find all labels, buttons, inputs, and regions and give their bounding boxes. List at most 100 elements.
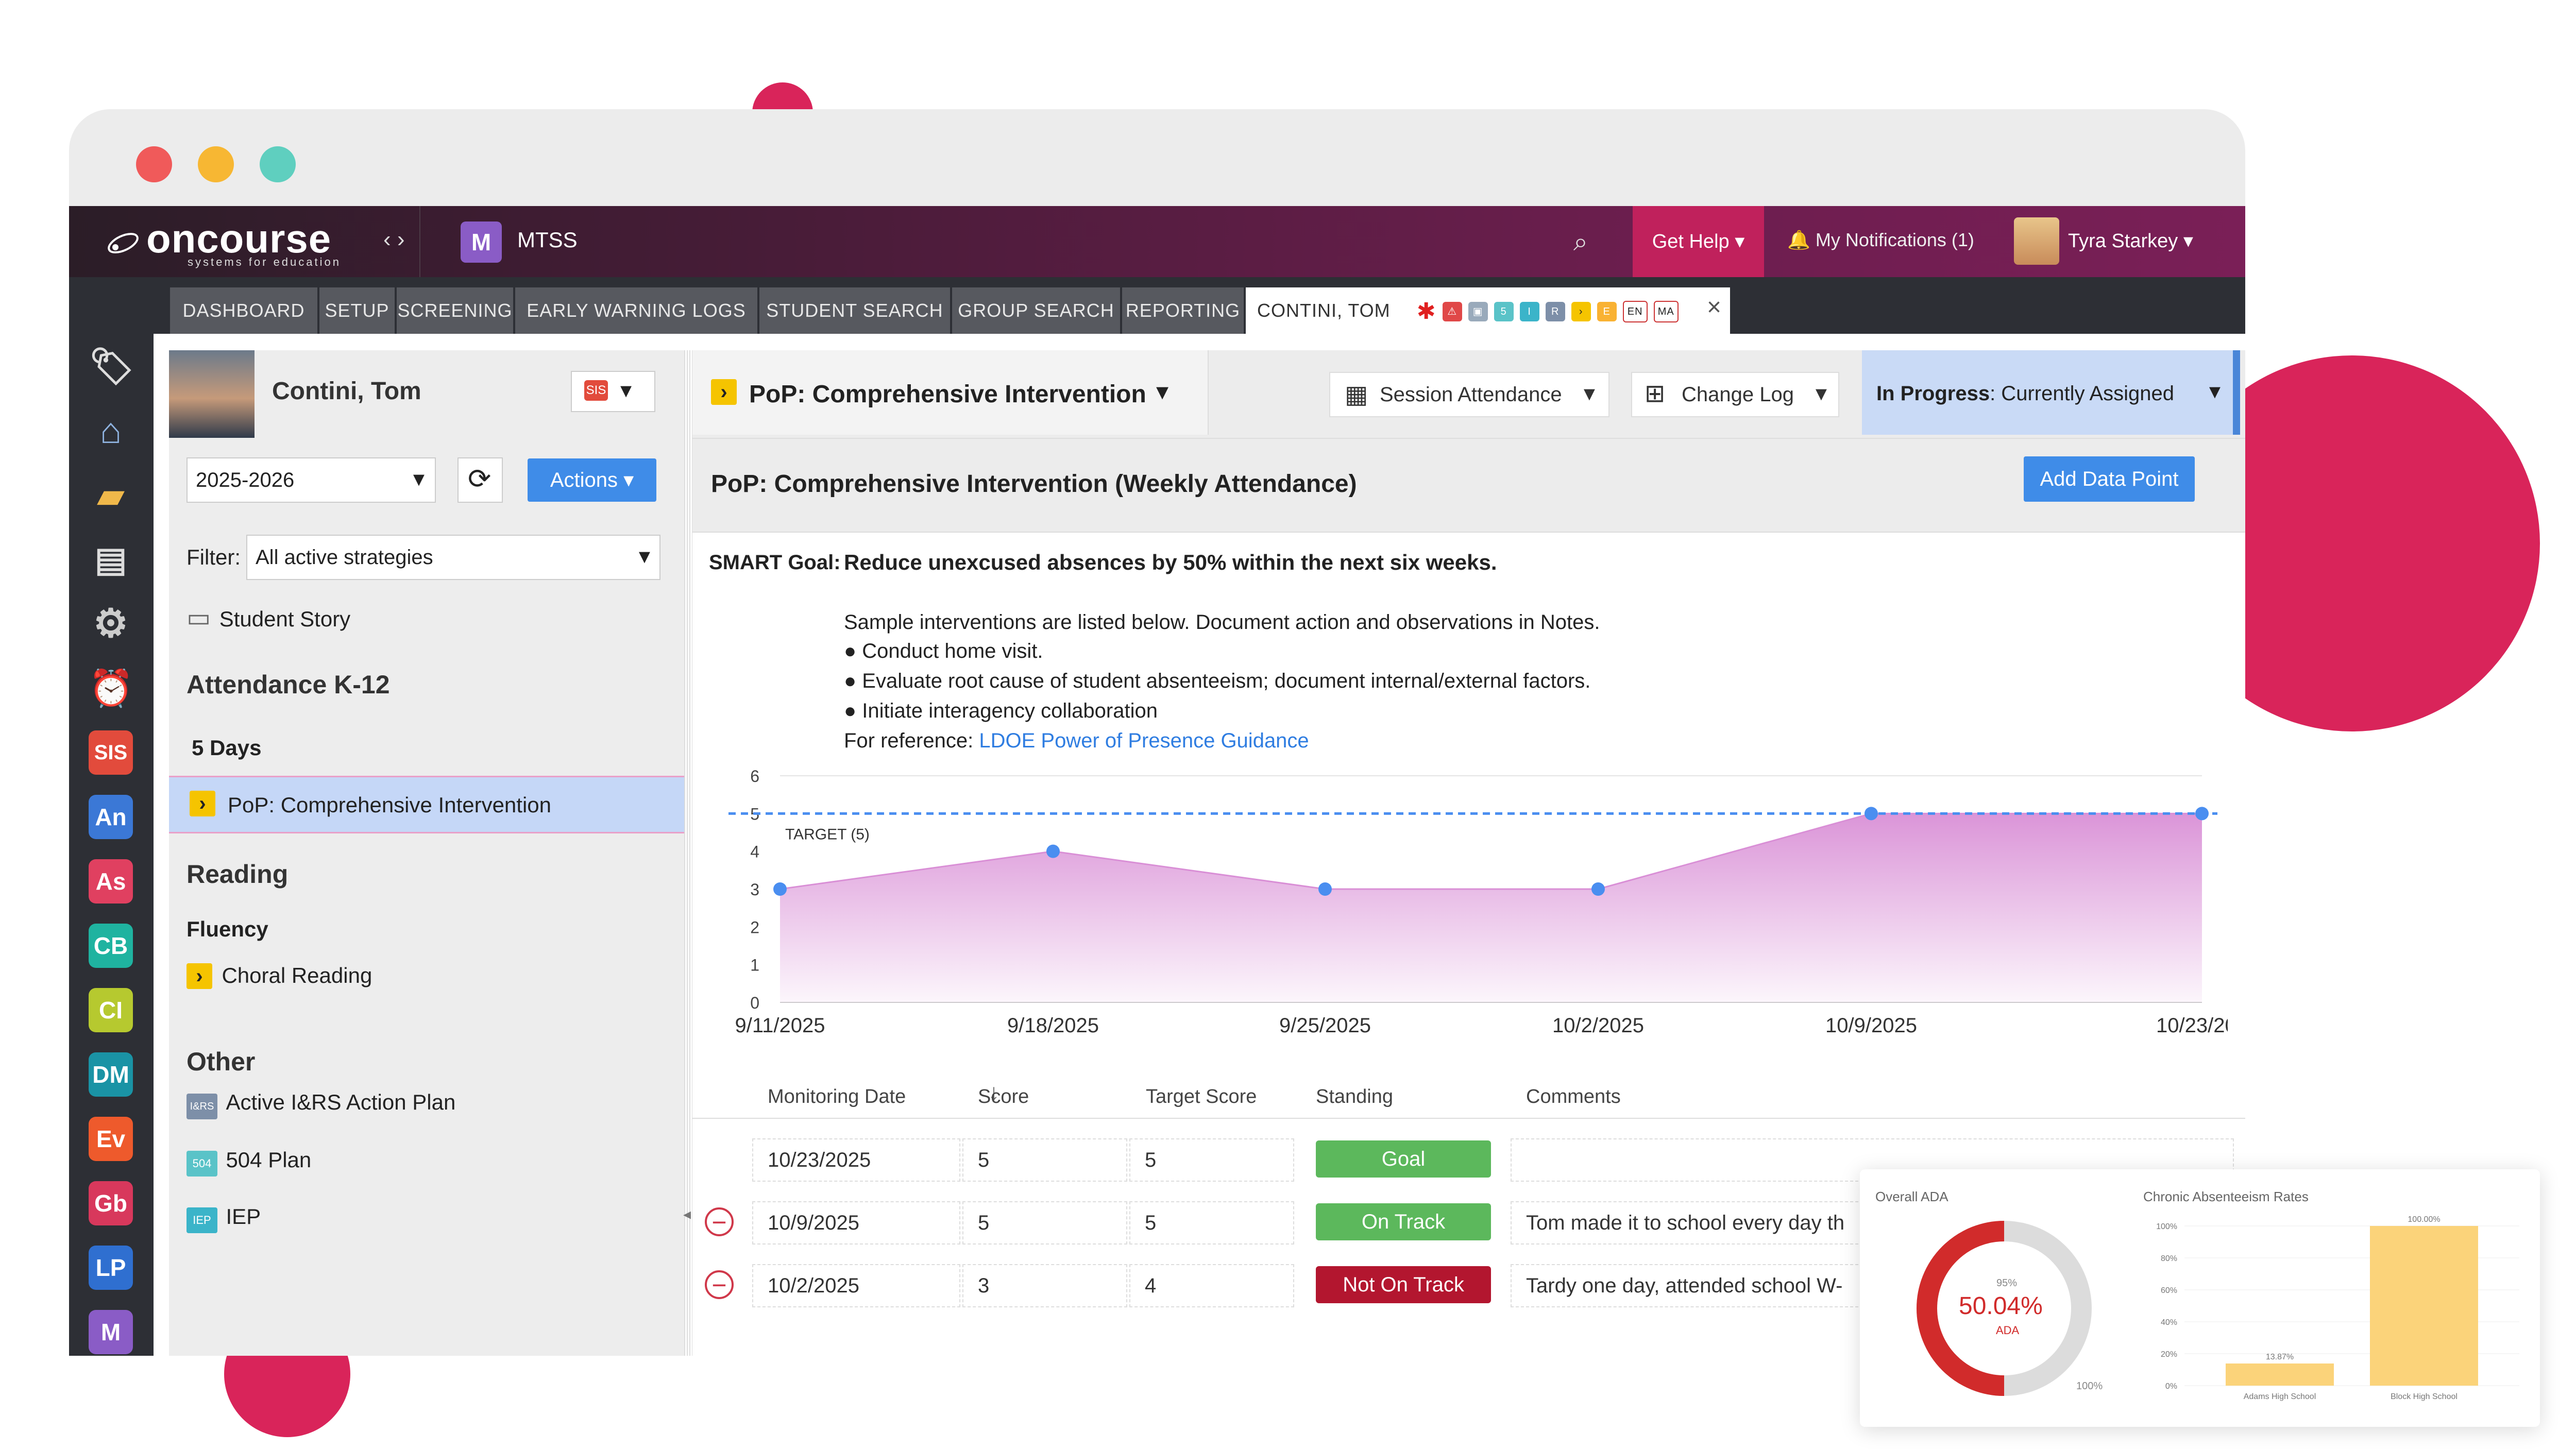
warning-icon: ⚠ xyxy=(1442,302,1462,322)
sort-down-icon[interactable]: ↓ xyxy=(988,1080,999,1105)
gb-app-icon[interactable]: Gb xyxy=(89,1181,133,1225)
strategy-item-pop[interactable]: › PoP: Comprehensive Intervention xyxy=(169,776,684,833)
year-select[interactable]: 2025-2026 ▾ xyxy=(187,457,436,503)
search-icon[interactable]: ⌕ xyxy=(1573,227,1588,256)
score-cell[interactable]: 5 xyxy=(962,1138,1127,1182)
filter-select[interactable]: All active strategies ▾ xyxy=(246,535,660,580)
item-iep[interactable]: IEP IEP xyxy=(187,1204,261,1233)
add-data-point-button[interactable]: Add Data Point xyxy=(2024,456,2195,502)
user-avatar[interactable] xyxy=(2014,217,2059,265)
target-cell[interactable]: 5 xyxy=(1129,1138,1294,1182)
reference-link[interactable]: LDOE Power of Presence Guidance xyxy=(979,729,1309,752)
home-icon[interactable]: ⌂ xyxy=(99,411,122,451)
attendance-chart: 0123456TARGET (5)9/11/20259/18/20259/25/… xyxy=(728,767,2228,1037)
delete-row-icon[interactable]: − xyxy=(705,1207,734,1236)
score-cell[interactable]: 3 xyxy=(962,1264,1127,1307)
student-tags: ✱ ⚠ ▣ 5 I R › E EN MA xyxy=(1416,300,1685,323)
folder-icon[interactable]: ▰ xyxy=(97,476,124,514)
intervention-bullet: ● Conduct home visit. xyxy=(844,640,1043,662)
close-dot[interactable] xyxy=(136,146,172,182)
alarm-clock-icon[interactable]: ⏰ xyxy=(89,668,134,708)
bar-school-label: Block High School xyxy=(2391,1392,2458,1401)
ew-icon: E xyxy=(1597,302,1617,322)
session-attendance-button[interactable]: ▦ Session Attendance ▾ xyxy=(1329,372,1609,417)
status-dropdown[interactable]: In Progress: Currently Assigned ▾ xyxy=(1862,350,2240,435)
en-tag: EN xyxy=(1622,301,1648,323)
y-tick-label: 6 xyxy=(750,767,759,786)
caret-down-icon: ▾ xyxy=(623,469,634,491)
col-monitoring-date[interactable]: Monitoring Date xyxy=(768,1086,906,1107)
y-tick-label: 100% xyxy=(2156,1222,2177,1231)
oncourse-logo[interactable]: oncourse systems for education xyxy=(100,215,414,268)
ev-app-icon[interactable]: Ev xyxy=(89,1117,133,1161)
notifications-label: My Notifications (1) xyxy=(1815,229,1974,250)
tab-screening[interactable]: SCREENING xyxy=(397,287,513,334)
caret-down-icon: ▾ xyxy=(620,378,632,403)
caret-down-icon: ▾ xyxy=(1583,381,1595,406)
tab-reporting[interactable]: REPORTING xyxy=(1122,287,1244,334)
student-story-link[interactable]: ▭ Student Story xyxy=(187,603,350,633)
ci-app-icon[interactable]: CI xyxy=(89,988,133,1032)
actions-button[interactable]: Actions ▾ xyxy=(528,458,656,502)
comment-value: Tom made it to school every day th xyxy=(1526,1212,1845,1234)
tab-early-warning-logs[interactable]: EARLY WARNING LOGS xyxy=(515,287,757,334)
strategy-item-choral[interactable]: › Choral Reading xyxy=(187,963,372,989)
change-log-button[interactable]: ⊞ Change Log ▾ xyxy=(1631,372,1839,417)
minimize-dot[interactable] xyxy=(198,146,234,182)
overall-ada-title: Overall ADA xyxy=(1875,1189,1948,1204)
cb-app-icon[interactable]: CB xyxy=(89,924,133,968)
dm-app-icon[interactable]: DM xyxy=(89,1052,133,1097)
data-point xyxy=(1318,882,1332,896)
tab-group-search[interactable]: GROUP SEARCH xyxy=(952,287,1120,334)
mtss-module-icon[interactable]: M xyxy=(461,221,502,263)
change-log-label: Change Log xyxy=(1682,383,1794,406)
strategy-selector[interactable]: › PoP: Comprehensive Intervention ▾ xyxy=(692,350,1209,435)
sis-app-icon[interactable]: SIS xyxy=(89,730,133,775)
close-tab-icon[interactable]: × xyxy=(1706,294,1722,321)
date-cell[interactable]: 10/23/2025 xyxy=(752,1138,960,1182)
refresh-button[interactable]: ⟳ xyxy=(457,457,503,503)
strategy-item-label: Choral Reading xyxy=(222,963,372,987)
target-cell[interactable]: 5 xyxy=(1129,1201,1294,1245)
assessment-app-icon[interactable]: As xyxy=(89,859,133,904)
score-value: 5 xyxy=(978,1212,990,1234)
comment-value: Tardy one day, attended school W- xyxy=(1526,1274,1843,1297)
maximize-dot[interactable] xyxy=(260,146,296,182)
item-irs[interactable]: I&RS Active I&RS Action Plan xyxy=(187,1090,455,1119)
tab-setup[interactable]: SETUP xyxy=(319,287,395,334)
nav-arrows-icon[interactable]: ‹ › xyxy=(383,227,405,252)
y-tick-label: 60% xyxy=(2161,1286,2177,1295)
tag-icon[interactable]: 🏷 xyxy=(89,346,134,386)
comment-cell[interactable]: Tardy one day, attended school W- xyxy=(1511,1264,2234,1307)
section-attendance: Attendance K-12 xyxy=(187,670,390,699)
user-menu[interactable]: Tyra Starkey ▾ xyxy=(2068,229,2193,252)
target-cell[interactable]: 4 xyxy=(1129,1264,1294,1307)
gear-icon[interactable]: ⚙ xyxy=(93,602,129,645)
y-tick-label: 1 xyxy=(750,956,759,975)
tab-student-contini[interactable]: CONTINI, TOM ✱ ⚠ ▣ 5 I R › E EN MA × xyxy=(1246,287,1730,334)
data-point xyxy=(2195,807,2209,821)
sis-dropdown[interactable]: SIS ▾ xyxy=(571,371,655,412)
lp-app-icon[interactable]: LP xyxy=(89,1246,133,1290)
analytics-app-icon[interactable]: An xyxy=(89,795,133,839)
tab-dashboard[interactable]: DASHBOARD xyxy=(170,287,317,334)
y-tick-label: 3 xyxy=(750,880,759,899)
panel-splitter[interactable]: ◂ xyxy=(683,350,692,1356)
date-value: 10/23/2025 xyxy=(768,1149,871,1171)
session-attendance-label: Session Attendance xyxy=(1380,383,1562,406)
document-icon[interactable]: ▤ xyxy=(94,540,127,578)
x-tick-label: 10/2/2025 xyxy=(1552,1014,1644,1037)
date-cell[interactable]: 10/2/2025 xyxy=(752,1264,960,1307)
date-cell[interactable]: 10/9/2025 xyxy=(752,1201,960,1245)
target-value: 4 xyxy=(1145,1274,1157,1297)
reference-line: For reference: LDOE Power of Presence Gu… xyxy=(844,729,1309,753)
item-504[interactable]: 504 504 Plan xyxy=(187,1148,311,1177)
app-rail: 🏷 ⌂ ▰ ▤ ⚙ ⏰ SIS An As CB CI DM Ev Gb LP … xyxy=(69,277,154,1356)
mtss-app-icon[interactable]: M xyxy=(89,1310,133,1354)
score-cell[interactable]: 5 xyxy=(962,1201,1127,1245)
x-tick-label: 9/25/2025 xyxy=(1279,1014,1371,1037)
delete-row-icon[interactable]: − xyxy=(705,1270,734,1299)
tab-student-search[interactable]: STUDENT SEARCH xyxy=(759,287,950,334)
notifications-button[interactable]: 🔔 My Notifications (1) xyxy=(1787,229,1974,251)
get-help-button[interactable]: Get Help ▾ xyxy=(1633,206,1764,277)
